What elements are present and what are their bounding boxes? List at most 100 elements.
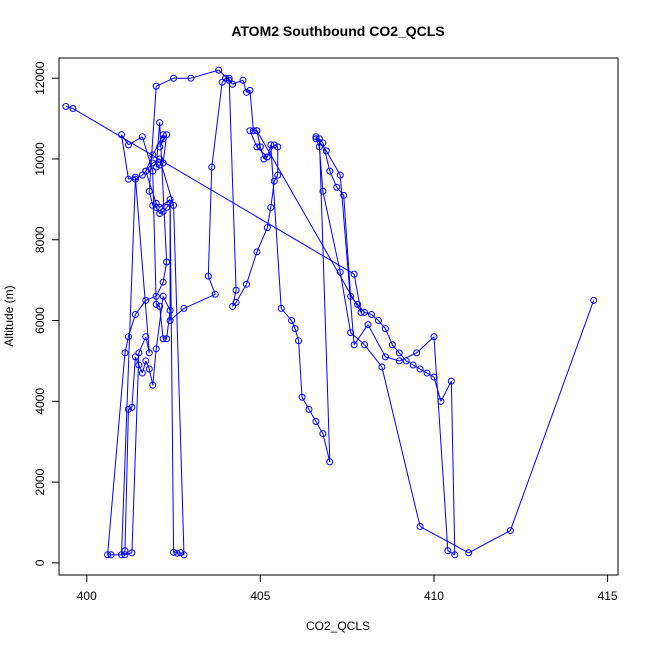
data-point	[204, 272, 212, 280]
series-segment	[405, 360, 414, 366]
series-segment	[291, 320, 296, 329]
y-tick-label: 6000	[33, 307, 47, 334]
data-point	[152, 199, 160, 207]
data-point	[149, 167, 157, 175]
series-segment	[246, 251, 258, 285]
data-point	[242, 88, 250, 96]
data-point	[416, 523, 424, 531]
series-segment	[433, 336, 449, 551]
series-segment	[159, 306, 164, 339]
series-segment	[159, 122, 168, 262]
data-point	[149, 159, 157, 167]
series-segment	[419, 368, 428, 374]
data-point	[163, 203, 171, 211]
data-point	[423, 369, 431, 377]
series-segment	[124, 552, 133, 556]
series-segment	[336, 186, 345, 196]
data-point	[315, 143, 323, 151]
series-segment	[259, 146, 265, 160]
data-point	[166, 306, 174, 314]
data-point	[152, 345, 160, 353]
series-segment	[322, 191, 341, 273]
data-point	[180, 551, 188, 559]
data-point	[350, 270, 358, 278]
data-point	[138, 171, 146, 179]
data-point	[218, 78, 226, 86]
series-segment	[249, 90, 254, 131]
series-segment	[509, 300, 595, 531]
series-segment	[398, 352, 407, 362]
series-segment	[152, 171, 157, 305]
data-point	[166, 195, 174, 203]
data-point	[263, 153, 271, 161]
series-segment	[391, 344, 400, 354]
data-point	[138, 133, 146, 141]
series-segment	[381, 366, 421, 527]
data-point	[180, 304, 188, 312]
data-point	[249, 127, 257, 135]
data-point	[333, 183, 341, 191]
data-point	[142, 357, 150, 365]
data-point	[159, 278, 167, 286]
data-point	[177, 549, 185, 557]
data-point	[135, 349, 143, 357]
data-point	[121, 547, 129, 555]
data-point	[312, 418, 320, 426]
series-segment	[134, 356, 140, 366]
data-point	[121, 551, 129, 559]
data-point	[152, 300, 160, 308]
series-segment	[128, 176, 136, 180]
series-segment	[173, 205, 185, 555]
series-segment	[364, 311, 372, 315]
data-point	[159, 292, 167, 300]
data-point	[131, 173, 139, 181]
series-segment	[353, 324, 369, 346]
data-point	[187, 74, 195, 82]
data-point	[354, 300, 362, 308]
data-point	[274, 143, 282, 151]
data-point	[298, 393, 306, 401]
data-point	[152, 82, 160, 90]
y-axis: 0 2000 4000 6000 8000 10000 12000	[33, 61, 59, 566]
data-point	[124, 141, 132, 149]
data-point	[295, 337, 303, 345]
series-segment	[162, 296, 171, 311]
data-point	[430, 373, 438, 381]
series-segment	[371, 314, 379, 321]
data-point	[159, 135, 167, 143]
data-point	[315, 135, 323, 143]
data-point	[347, 292, 355, 300]
data-point	[312, 133, 320, 141]
data-point	[159, 159, 167, 167]
data-point	[225, 74, 233, 82]
data-point	[340, 191, 348, 199]
data-point	[361, 341, 369, 349]
series-segment	[339, 175, 355, 345]
data-point	[336, 171, 344, 179]
data-point	[409, 361, 417, 369]
data-point	[156, 155, 164, 163]
series-segment	[256, 227, 268, 253]
series-segment	[426, 372, 435, 378]
series-segment	[121, 134, 129, 146]
data-point	[117, 551, 125, 559]
data-point	[152, 203, 160, 211]
series-segment	[107, 352, 126, 555]
series-segment	[378, 320, 386, 329]
series-segment	[364, 344, 383, 368]
data-point	[170, 74, 178, 82]
data-point	[256, 143, 264, 151]
data-point	[395, 349, 403, 357]
series-segment	[211, 82, 223, 168]
data-point	[388, 341, 396, 349]
x-tick-label: 405	[250, 589, 270, 603]
series-segment	[270, 144, 282, 309]
y-tick-label: 12000	[33, 61, 47, 95]
data-point	[444, 547, 452, 555]
data-point	[381, 325, 389, 333]
data-point	[260, 155, 268, 163]
data-point	[277, 304, 285, 312]
data-point	[215, 66, 223, 74]
series-segment	[440, 380, 452, 402]
